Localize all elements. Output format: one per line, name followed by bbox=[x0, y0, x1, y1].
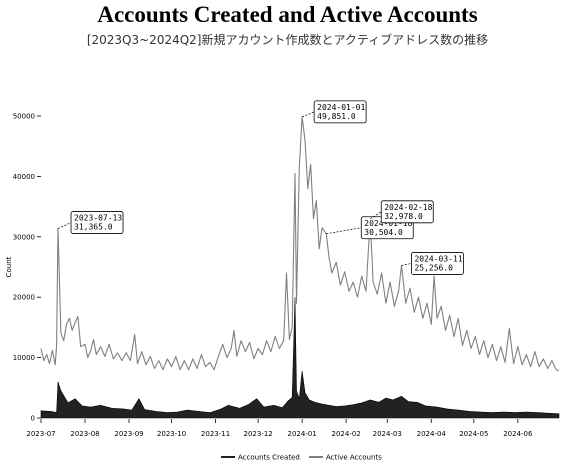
annotation-date: 2024-02-18 bbox=[384, 203, 432, 212]
x-tick-label: 2023-09 bbox=[114, 430, 143, 438]
annotation-value: 25,256.0 bbox=[414, 263, 453, 272]
annotation-date: 2024-03-11 bbox=[414, 254, 462, 263]
annotation-box bbox=[70, 211, 124, 234]
legend-label: Accounts Created bbox=[238, 454, 300, 462]
x-tick-label: 2023-10 bbox=[157, 430, 186, 438]
y-axis: 0 10000 20000 30000 40000 50000 Count bbox=[5, 113, 41, 423]
chart-subtitle: [2023Q3~2024Q2]新規アカウント作成数とアクティブアドレス数の推移 bbox=[86, 33, 489, 47]
y-tick-label: 20000 bbox=[13, 294, 35, 302]
y-tick-label: 50000 bbox=[13, 113, 35, 121]
annotation-leader bbox=[401, 263, 412, 266]
x-tick-label: 2024-05 bbox=[459, 430, 488, 438]
annotation-date: 2024-01-18 bbox=[364, 219, 412, 228]
annotation-value: 31,365.0 bbox=[74, 223, 113, 232]
annotation-box bbox=[411, 252, 464, 275]
y-tick-label: 30000 bbox=[13, 233, 35, 241]
annotation-value: 32,978.0 bbox=[384, 212, 423, 221]
legend: Accounts Created Active Accounts bbox=[221, 454, 382, 462]
annotation-value: 49,851.0 bbox=[317, 112, 356, 121]
y-tick-label: 10000 bbox=[13, 354, 35, 362]
x-tick-label: 2023-08 bbox=[70, 430, 99, 438]
x-tick-label: 2024-02 bbox=[331, 430, 360, 438]
y-tick-label: 0 bbox=[31, 415, 35, 423]
series-accounts-created-area bbox=[40, 297, 560, 419]
annotation-leader bbox=[57, 222, 72, 229]
chart-title: Accounts Created and Active Accounts bbox=[97, 2, 478, 27]
annotation-leader bbox=[326, 227, 362, 235]
series-active-accounts-line bbox=[40, 116, 560, 372]
x-tick-label: 2024-01 bbox=[288, 430, 317, 438]
y-tick-label: 40000 bbox=[13, 173, 35, 181]
x-tick-label: 2024-04 bbox=[417, 430, 447, 438]
annotation-value: 30,504.0 bbox=[364, 228, 403, 237]
x-tick-label: 2023-11 bbox=[201, 430, 230, 438]
x-tick-label: 2024-06 bbox=[503, 430, 533, 438]
annotation-date: 2023-07-13 bbox=[74, 214, 122, 223]
annotation-leader bbox=[370, 211, 382, 220]
x-tick-label: 2023-07 bbox=[26, 430, 55, 438]
annotation-box bbox=[380, 200, 434, 224]
annotation-date: 2024-01-01 bbox=[317, 103, 365, 112]
x-axis: 2023-07 2023-08 2023-09 2023-10 2023-11 2023-… bbox=[26, 419, 533, 438]
x-tick-label: 2023-12 bbox=[244, 430, 273, 438]
legend-label: Active Accounts bbox=[326, 454, 382, 462]
x-tick-label: 2024-03 bbox=[373, 430, 402, 438]
series-layer bbox=[40, 116, 560, 419]
annotation-box bbox=[313, 100, 367, 124]
annotation-leader bbox=[301, 111, 315, 118]
y-axis-label: Count bbox=[5, 256, 13, 277]
